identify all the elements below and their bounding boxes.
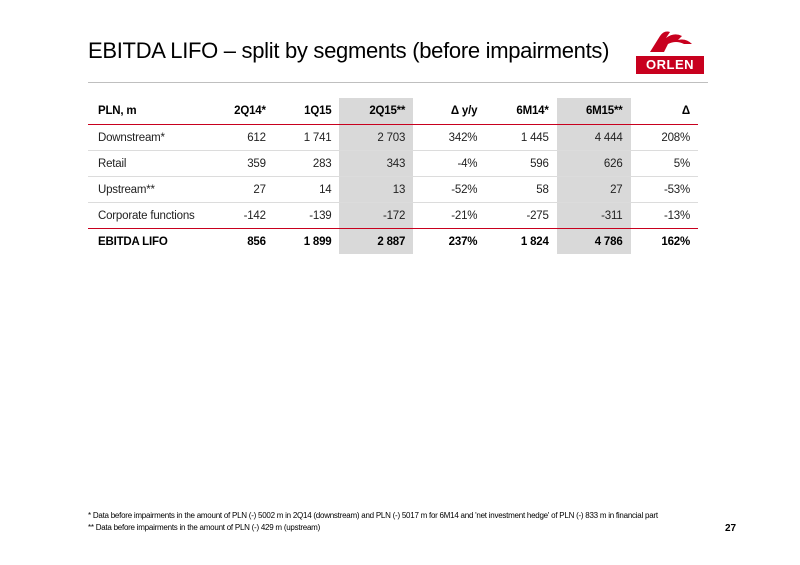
cell-value: 208%	[630, 124, 698, 151]
cell-value: 596	[485, 150, 557, 177]
col-header-1q15: 1Q15	[273, 98, 340, 125]
cell-value: 5%	[630, 150, 698, 177]
cell-value: -21%	[413, 202, 486, 229]
cell-value: 162%	[661, 235, 690, 248]
footnotes: * Data before impairments in the amount …	[88, 510, 658, 534]
logo-wordmark: ORLEN	[636, 56, 704, 74]
row-label: Corporate functions	[88, 202, 203, 229]
row-label: Retail	[88, 150, 203, 177]
cell-value: -139	[273, 202, 340, 229]
cell-value: 13	[339, 176, 414, 203]
cell-value: 237%	[448, 235, 478, 248]
col-header-delta: Δ	[630, 98, 698, 125]
cell-value: -53%	[630, 176, 698, 203]
cell-value: 58	[485, 176, 557, 203]
cell-value: 283	[273, 150, 340, 177]
cell-value: 27	[202, 176, 274, 203]
title-divider	[88, 82, 708, 83]
footnote-2: ** Data before impairments in the amount…	[88, 523, 320, 532]
cell-value: 1 899	[303, 235, 332, 248]
row-label: EBITDA LIFO	[98, 235, 168, 248]
cell-value: 1 445	[485, 124, 557, 151]
orlen-logo: ORLEN	[636, 26, 704, 76]
ebitda-segments-table: PLN, m 2Q14* 1Q15 2Q15** Δ y/y 6M14* 6M1…	[88, 98, 698, 254]
cell-value: 626	[556, 150, 631, 177]
row-label: Downstream*	[88, 124, 203, 151]
table-row-downstream: Downstream* 612 1 741 2 703 342% 1 445 4…	[88, 124, 698, 151]
cell-value: 856	[247, 235, 266, 248]
cell-value: -4%	[413, 150, 486, 177]
cell-value: -311	[556, 202, 631, 229]
cell-value: -275	[485, 202, 557, 229]
slide-title: EBITDA LIFO – split by segments (before …	[88, 38, 610, 63]
table-row-retail: Retail 359 283 343 -4% 596 626 5%	[88, 150, 698, 177]
cell-value: 1 741	[273, 124, 340, 151]
cell-value: 359	[202, 150, 274, 177]
cell-value: 2 887	[339, 228, 414, 254]
page-number: 27	[725, 523, 737, 534]
cell-value: 612	[202, 124, 274, 151]
col-header-delta-yy: Δ y/y	[413, 98, 486, 125]
cell-value: 4 444	[556, 124, 631, 151]
footnote-1: * Data before impairments in the amount …	[88, 511, 658, 520]
cell-value: -13%	[630, 202, 698, 229]
table-row-total-ebitda-lifo: EBITDA LIFO 856 1 899 2 887 237% 1 824 4…	[88, 228, 698, 254]
col-header-6m14: 6M14*	[485, 98, 557, 125]
cell-value: 14	[273, 176, 340, 203]
cell-value: 27	[556, 176, 631, 203]
eagle-logo-icon	[650, 31, 692, 52]
table-row-corporate-functions: Corporate functions -142 -139 -172 -21% …	[88, 202, 698, 229]
table-header-row: PLN, m 2Q14* 1Q15 2Q15** Δ y/y 6M14* 6M1…	[88, 98, 698, 125]
cell-value: -142	[202, 202, 274, 229]
cell-value: 4 786	[556, 228, 631, 254]
cell-value: 342%	[413, 124, 486, 151]
col-header-6m15: 6M15**	[556, 98, 631, 125]
cell-value: -52%	[413, 176, 486, 203]
table-row-upstream: Upstream** 27 14 13 -52% 58 27 -53%	[88, 176, 698, 203]
cell-value: 2 703	[339, 124, 414, 151]
cell-value: 1 824	[520, 235, 549, 248]
col-header-2q14: 2Q14*	[202, 98, 274, 125]
row-label: Upstream**	[88, 176, 203, 203]
col-header-unit: PLN, m	[88, 98, 203, 125]
cell-value: 343	[339, 150, 414, 177]
cell-value: -172	[339, 202, 414, 229]
col-header-2q15: 2Q15**	[339, 98, 414, 125]
